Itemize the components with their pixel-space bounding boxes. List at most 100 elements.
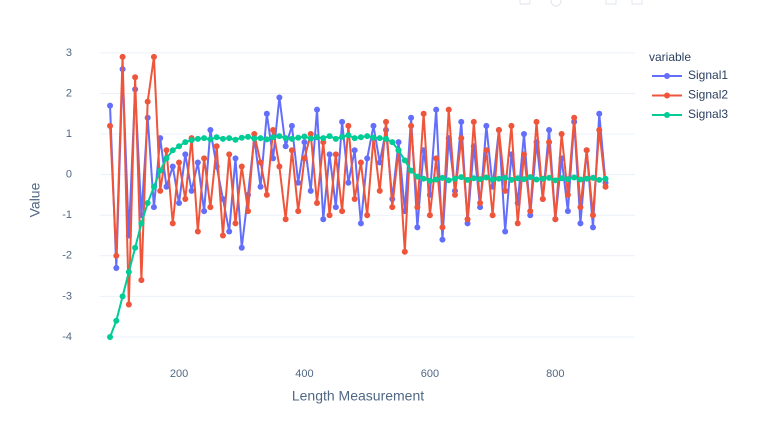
marker bbox=[364, 155, 371, 162]
toolbar-icon[interactable] bbox=[605, 0, 617, 5]
marker bbox=[119, 293, 126, 300]
marker bbox=[445, 106, 452, 113]
marker bbox=[502, 228, 509, 235]
toolbar[interactable] bbox=[519, 0, 643, 7]
marker bbox=[194, 159, 201, 166]
marker bbox=[577, 204, 584, 211]
marker bbox=[357, 134, 364, 141]
marker bbox=[270, 126, 277, 133]
marker bbox=[226, 135, 233, 142]
marker bbox=[169, 147, 176, 154]
marker bbox=[596, 176, 603, 183]
marker bbox=[276, 163, 283, 170]
marker bbox=[408, 114, 415, 121]
marker bbox=[301, 155, 308, 162]
marker bbox=[201, 135, 208, 142]
marker bbox=[270, 134, 277, 141]
legend-title: variable bbox=[649, 50, 691, 64]
marker bbox=[571, 174, 578, 181]
marker bbox=[445, 177, 452, 184]
marker bbox=[546, 174, 553, 181]
marker bbox=[219, 135, 226, 142]
marker bbox=[257, 159, 264, 166]
marker bbox=[458, 174, 465, 181]
marker bbox=[389, 204, 396, 211]
series-line bbox=[109, 56, 607, 305]
marker bbox=[163, 155, 170, 162]
marker bbox=[263, 136, 270, 143]
toolbar-icon[interactable] bbox=[550, 0, 562, 7]
marker bbox=[558, 131, 565, 138]
marker bbox=[314, 200, 321, 207]
legend-marker bbox=[664, 73, 670, 79]
marker bbox=[144, 200, 151, 207]
marker bbox=[364, 133, 371, 140]
marker bbox=[357, 220, 364, 227]
y-tick-label: 0 bbox=[66, 169, 72, 181]
marker bbox=[276, 94, 283, 101]
marker bbox=[470, 118, 477, 125]
marker bbox=[263, 110, 270, 117]
marker bbox=[539, 175, 546, 182]
marker bbox=[420, 110, 427, 117]
x-tick-label: 800 bbox=[546, 368, 564, 380]
marker bbox=[232, 155, 239, 162]
marker bbox=[433, 106, 440, 113]
marker bbox=[132, 74, 139, 81]
marker bbox=[439, 174, 446, 181]
marker bbox=[520, 131, 527, 138]
marker bbox=[495, 175, 502, 182]
marker bbox=[232, 136, 239, 143]
marker bbox=[282, 143, 289, 150]
marker bbox=[339, 208, 346, 215]
marker bbox=[219, 232, 226, 239]
marker bbox=[539, 195, 546, 202]
marker bbox=[207, 204, 214, 211]
marker bbox=[251, 131, 258, 138]
marker bbox=[288, 122, 295, 129]
y-tick-label: -3 bbox=[62, 290, 72, 302]
marker bbox=[226, 151, 233, 158]
marker bbox=[326, 133, 333, 140]
marker bbox=[477, 176, 484, 183]
marker bbox=[232, 220, 239, 227]
marker bbox=[188, 137, 195, 144]
marker bbox=[564, 176, 571, 183]
marker bbox=[383, 135, 390, 142]
marker bbox=[571, 114, 578, 121]
marker bbox=[414, 173, 421, 180]
marker bbox=[401, 248, 408, 255]
marker bbox=[408, 167, 415, 174]
marker bbox=[332, 135, 339, 142]
marker bbox=[119, 53, 126, 60]
marker bbox=[351, 147, 358, 154]
marker bbox=[470, 175, 477, 182]
marker bbox=[157, 167, 164, 174]
marker bbox=[307, 131, 314, 138]
marker bbox=[520, 176, 527, 183]
marker bbox=[345, 179, 352, 186]
marker bbox=[395, 147, 402, 154]
marker bbox=[144, 98, 151, 105]
marker bbox=[150, 183, 157, 190]
marker bbox=[370, 122, 377, 129]
marker bbox=[383, 118, 390, 125]
marker bbox=[163, 147, 170, 154]
marker bbox=[596, 126, 603, 133]
marker bbox=[357, 159, 364, 166]
marker bbox=[420, 175, 427, 182]
marker bbox=[288, 135, 295, 142]
toolbar-icon[interactable] bbox=[519, 0, 531, 5]
marker bbox=[439, 224, 446, 231]
marker bbox=[577, 176, 584, 183]
marker bbox=[602, 183, 609, 190]
marker bbox=[257, 183, 264, 190]
toolbar-icon[interactable] bbox=[631, 0, 643, 5]
marker bbox=[502, 187, 509, 194]
marker bbox=[163, 183, 170, 190]
marker bbox=[345, 132, 352, 139]
marker bbox=[596, 110, 603, 117]
marker bbox=[458, 118, 465, 125]
marker bbox=[401, 157, 408, 164]
